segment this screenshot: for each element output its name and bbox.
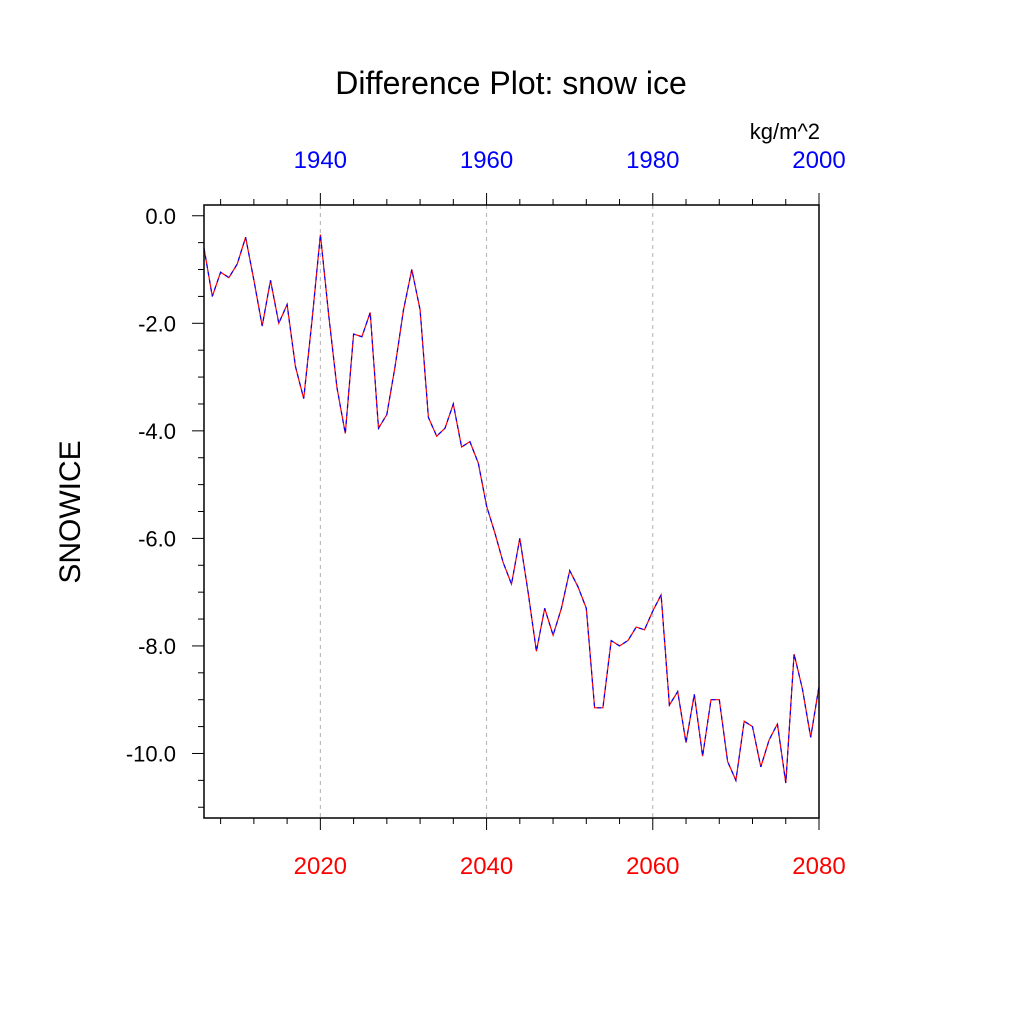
top-x-tick-label: 1960 [460,147,513,174]
grid-lines [319,205,654,818]
y-tick-labels: 0.0 -2.0 -4.0 -6.0 -8.0 -10.0 [126,204,176,767]
y-tick-label: -4.0 [138,419,176,444]
plot-frame [203,204,820,819]
bottom-x-tick-label: 2040 [460,853,513,880]
data-series [203,234,820,784]
y-tick-label: -8.0 [138,634,176,659]
bottom-x-tick-label: 2020 [294,853,347,880]
y-tick-label: -10.0 [126,741,176,766]
top-x-tick-labels: 1940 1960 1980 2000 [294,147,846,174]
y-tick-label: -6.0 [138,526,176,551]
series-line-a [203,234,820,784]
y-axis-label: SNOWICE [54,440,87,583]
y-tick-label: 0.0 [145,204,176,229]
y-tick-label: -2.0 [138,311,176,336]
chart-title: Difference Plot: snow ice [335,65,687,101]
bottom-x-tick-label: 2060 [626,853,679,880]
series-line-b [203,234,820,784]
top-x-tick-label: 1980 [626,147,679,174]
bottom-x-tick-labels: 2020 2040 2060 2080 [294,853,846,880]
units-label: kg/m^2 [750,119,820,144]
top-x-tick-label: 2000 [792,147,845,174]
bottom-x-tick-label: 2080 [792,853,845,880]
top-x-tick-label: 1940 [294,147,347,174]
axis-ticks [192,193,820,830]
